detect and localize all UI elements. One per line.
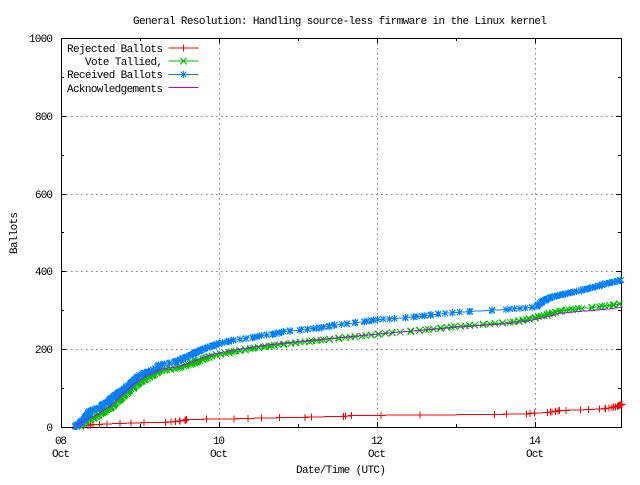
svg-text:14: 14 [529,436,541,448]
svg-text:0: 0 [46,423,53,435]
svg-text:1000: 1000 [29,34,53,46]
svg-text:Rejected Ballots: Rejected Ballots [67,44,163,56]
svg-text:Oct: Oct [368,449,386,461]
svg-text:Ballots: Ballots [9,212,21,254]
svg-text:General Resolution: Handling s: General Resolution: Handling source-less… [133,16,547,28]
svg-text:Oct: Oct [210,449,228,461]
svg-text:Oct: Oct [526,449,544,461]
svg-text:12: 12 [371,436,383,448]
svg-text:600: 600 [35,190,53,202]
svg-text:800: 800 [35,112,53,124]
svg-text:400: 400 [35,267,53,279]
svg-text:Date/Time (UTC): Date/Time (UTC) [296,465,386,477]
svg-text:10: 10 [213,436,225,448]
svg-text:Acknowledgements: Acknowledgements [67,84,163,96]
svg-text:200: 200 [35,345,53,357]
svg-text:Oct: Oct [52,449,70,461]
svg-text:Received Ballots: Received Ballots [67,70,163,82]
svg-text:08: 08 [55,436,67,448]
svg-text:Vote Tallied,: Vote Tallied, [85,57,163,69]
